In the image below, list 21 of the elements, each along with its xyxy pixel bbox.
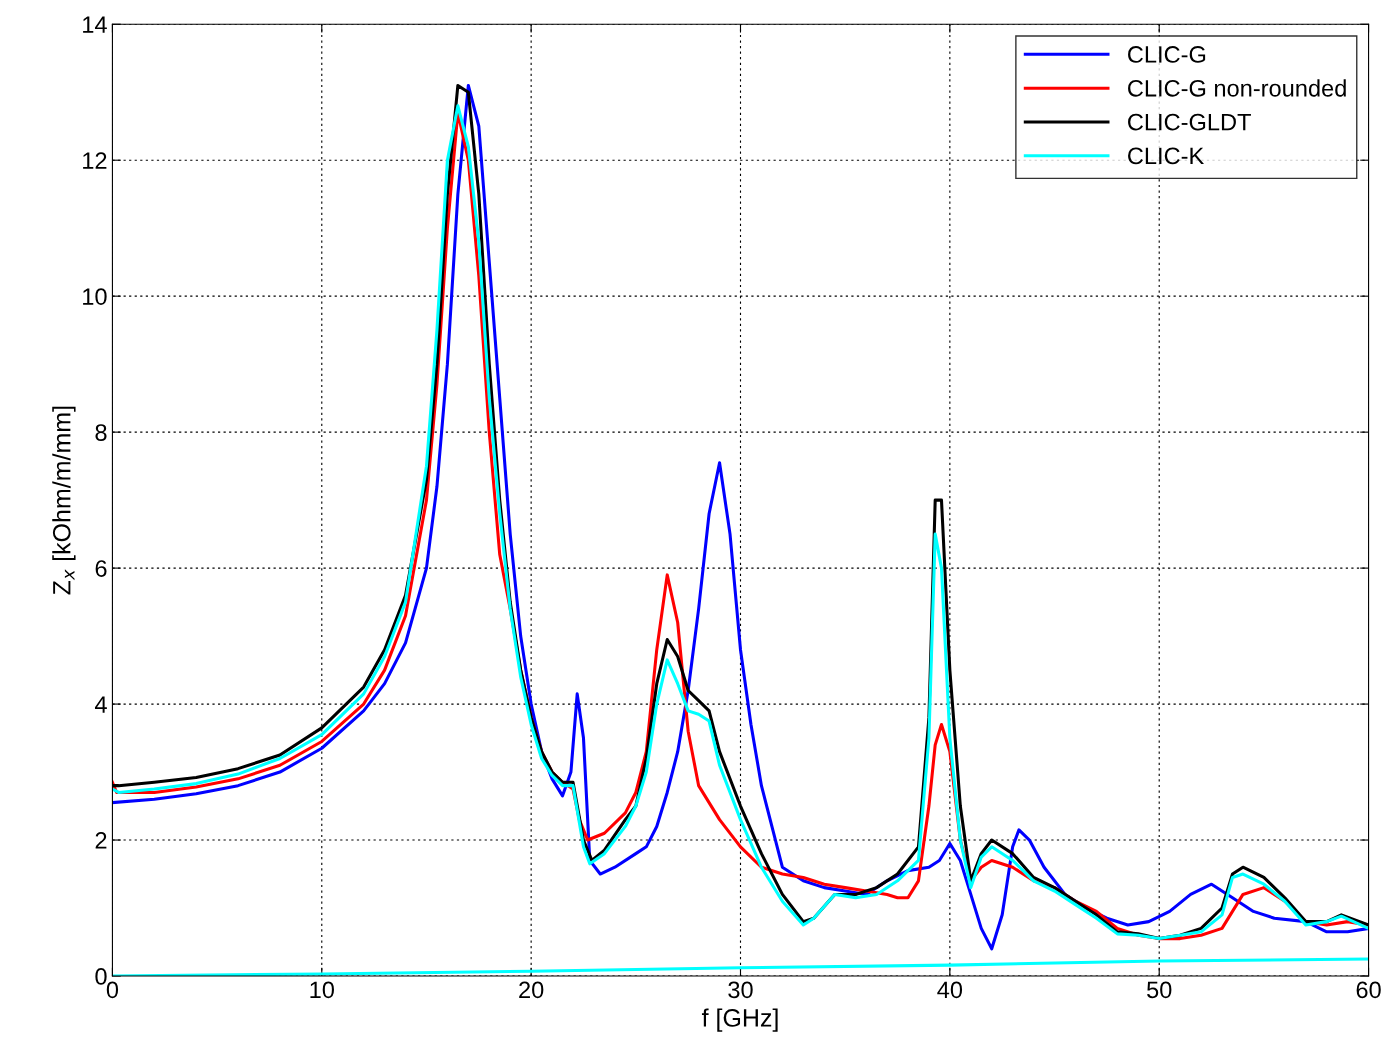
x-tick-label: 30 xyxy=(728,981,753,999)
x-tick-label: 40 xyxy=(937,981,963,999)
y-tick-label: 8 xyxy=(95,424,107,441)
legend-label: CLIC-G non-rounded xyxy=(1128,79,1346,97)
legend-label: CLIC-K xyxy=(1128,147,1204,165)
y-tick-label: 14 xyxy=(83,16,107,33)
x-tick-label: 10 xyxy=(310,981,334,999)
y-tick-label: 0 xyxy=(95,968,107,985)
x-tick-label: 60 xyxy=(1356,981,1381,999)
legend-label: CLIC-GLDT xyxy=(1128,113,1251,131)
y-tick-label: 6 xyxy=(95,560,107,577)
x-tick-label: 50 xyxy=(1147,981,1172,999)
x-tick-label: 20 xyxy=(519,981,544,999)
y-tick-label: 2 xyxy=(95,832,107,849)
y-tick-label: 12 xyxy=(83,152,107,169)
legend-label: CLIC-G xyxy=(1128,46,1206,63)
x-axis-title: f [GHz] xyxy=(701,1008,778,1032)
x-tick-label: 0 xyxy=(106,981,119,999)
y-axis-title: Z$_{x}$ [kOhm/m/mm] xyxy=(52,406,76,595)
y-tick-label: 4 xyxy=(94,696,107,713)
y-tick-label: 10 xyxy=(83,288,107,305)
